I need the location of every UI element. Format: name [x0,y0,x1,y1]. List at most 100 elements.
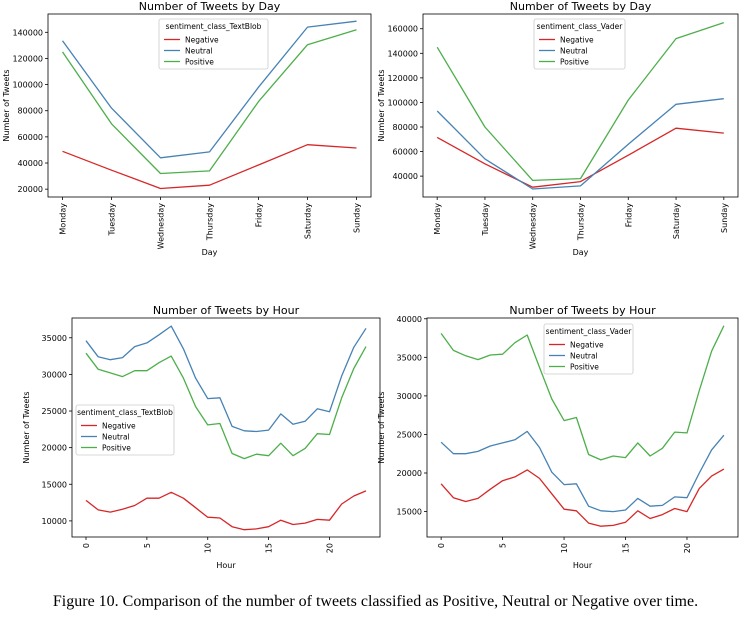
x-tick-label: Wednesday [529,203,538,250]
legend-title: sentiment_class_TextBlob [166,22,262,31]
y-tick-label: 25000 [397,430,422,439]
legend: sentiment_class_TextBlob Negative Neutral P… [75,404,175,456]
plot-frame [71,317,381,538]
legend-title: sentiment_class_Vader [546,327,633,336]
legend-entry-neutral: Neutral [560,47,588,56]
y-tick-label: 15000 [397,508,422,517]
legend-title: sentiment_class_TextBlob [77,408,173,417]
series-line-neutral [440,430,725,513]
y-tick-label: 25000 [42,407,67,416]
y-tick-label: 15000 [42,480,67,489]
x-tick-label: 10 [560,543,569,553]
x-axis: Monday Tuesday Wednesday Thursday Friday Satu… [433,197,729,249]
figure: Number of Tweets by Day 20000 40000 60000 80… [2,0,739,570]
y-axis: 15000 20000 25000 30000 35000 40000 [397,315,427,517]
x-tick-label: Sunday [720,203,729,233]
chart-panel-4: Number of Tweets by Hour 15000 20000 25000 3… [377,304,739,570]
x-axis-label: Hour [573,561,593,570]
x-tick-label: 20 [325,543,334,553]
x-tick-label: Friday [254,203,263,228]
legend: sentiment_class_Vader Negative Neutral Posi… [543,323,634,375]
x-axis-label: Day [573,248,589,257]
y-tick-label: 30000 [42,370,67,379]
series-line-negative [85,490,367,531]
x-tick-label: 0 [82,543,91,548]
y-tick-label: 60000 [18,133,43,142]
y-tick-label: 120000 [12,54,43,63]
x-axis-label: Hour [216,561,236,570]
series-line-positive [85,346,367,460]
series-line-neutral [436,98,724,190]
y-tick-label: 20000 [397,469,422,478]
x-tick-label: Sunday [352,203,361,233]
legend: sentiment_class_Vader Negative Neutral Posi… [533,18,626,70]
x-tick-label: 15 [622,543,631,553]
chart-title: Number of Tweets by Hour [153,304,300,317]
chart-title: Number of Tweets by Day [510,0,652,13]
y-tick-label: 140000 [12,28,43,37]
x-axis: Monday Tuesday Wednesday Thursday Friday Satu… [59,197,361,249]
legend-entry-positive: Positive [570,363,599,372]
y-tick-label: 35000 [397,353,422,362]
x-axis: 0 5 10 15 20 [82,537,334,553]
y-tick-label: 40000 [18,159,43,168]
legend-box [75,404,175,456]
y-tick-label: 80000 [393,123,418,132]
series-line-neutral [85,325,367,433]
y-axis: 20000 40000 60000 80000 100000 120000 140000 [12,28,48,194]
x-tick-label: 20 [683,543,692,553]
y-tick-label: 40000 [397,315,422,324]
legend-entry-positive: Positive [102,444,131,453]
x-tick-label: Tuesday [108,203,117,237]
y-axis-label: Number of Tweets [2,69,11,141]
plot-frame [426,317,739,538]
legend-title: sentiment_class_Vader [537,22,624,31]
x-tick-label: 15 [265,543,274,553]
legend-box [543,323,634,375]
y-tick-label: 20000 [42,444,67,453]
y-tick-label: 60000 [393,148,418,157]
y-tick-label: 100000 [12,81,43,90]
legend-entry-negative: Negative [102,422,136,431]
x-tick-label: 10 [204,543,213,553]
y-tick-label: 40000 [393,172,418,181]
legend-entry-neutral: Neutral [570,352,598,361]
series-line-positive [61,29,357,175]
series-line-negative [436,127,724,188]
legend-entry-neutral: Neutral [185,47,213,56]
y-tick-label: 35000 [42,334,67,343]
legend-box [158,18,269,70]
chart-title: Number of Tweets by Hour [509,304,656,317]
figure-caption: Figure 10. Comparison of the number of t… [52,593,699,610]
legend-entry-negative: Negative [185,36,219,45]
y-tick-label: 160000 [387,25,418,34]
legend-entry-negative: Negative [570,341,604,350]
y-tick-label: 120000 [387,74,418,83]
y-axis-label: Number of Tweets [377,391,386,463]
legend-entry-positive: Positive [185,58,214,67]
series-line-negative [440,468,725,527]
y-tick-label: 100000 [387,98,418,107]
legend: sentiment_class_TextBlob Negative Neutral P… [158,18,269,70]
legend-box [533,18,626,70]
x-tick-label: Monday [433,203,442,235]
y-axis: 40000 60000 80000 100000 120000 140000 160000 [387,25,423,181]
x-tick-label: Thursday [577,203,586,241]
x-axis-label: Day [202,248,218,257]
x-tick-label: Friday [624,203,633,228]
x-tick-label: Saturday [303,203,312,239]
x-tick-label: 5 [143,543,152,548]
x-tick-label: 5 [499,543,508,548]
x-axis: 0 5 10 15 20 [437,537,692,553]
y-tick-label: 80000 [18,107,43,116]
series-line-neutral [61,20,357,159]
x-tick-label: Monday [59,203,68,235]
chart-panel-1: Number of Tweets by Day 20000 40000 60000 80… [2,0,372,257]
y-tick-label: 30000 [397,392,422,401]
legend-entry-negative: Negative [560,36,594,45]
legend-entry-neutral: Neutral [102,433,130,442]
series-line-positive [440,325,725,461]
x-tick-label: Thursday [206,203,215,241]
x-tick-label: 0 [437,543,446,548]
x-tick-label: Saturday [672,203,681,239]
